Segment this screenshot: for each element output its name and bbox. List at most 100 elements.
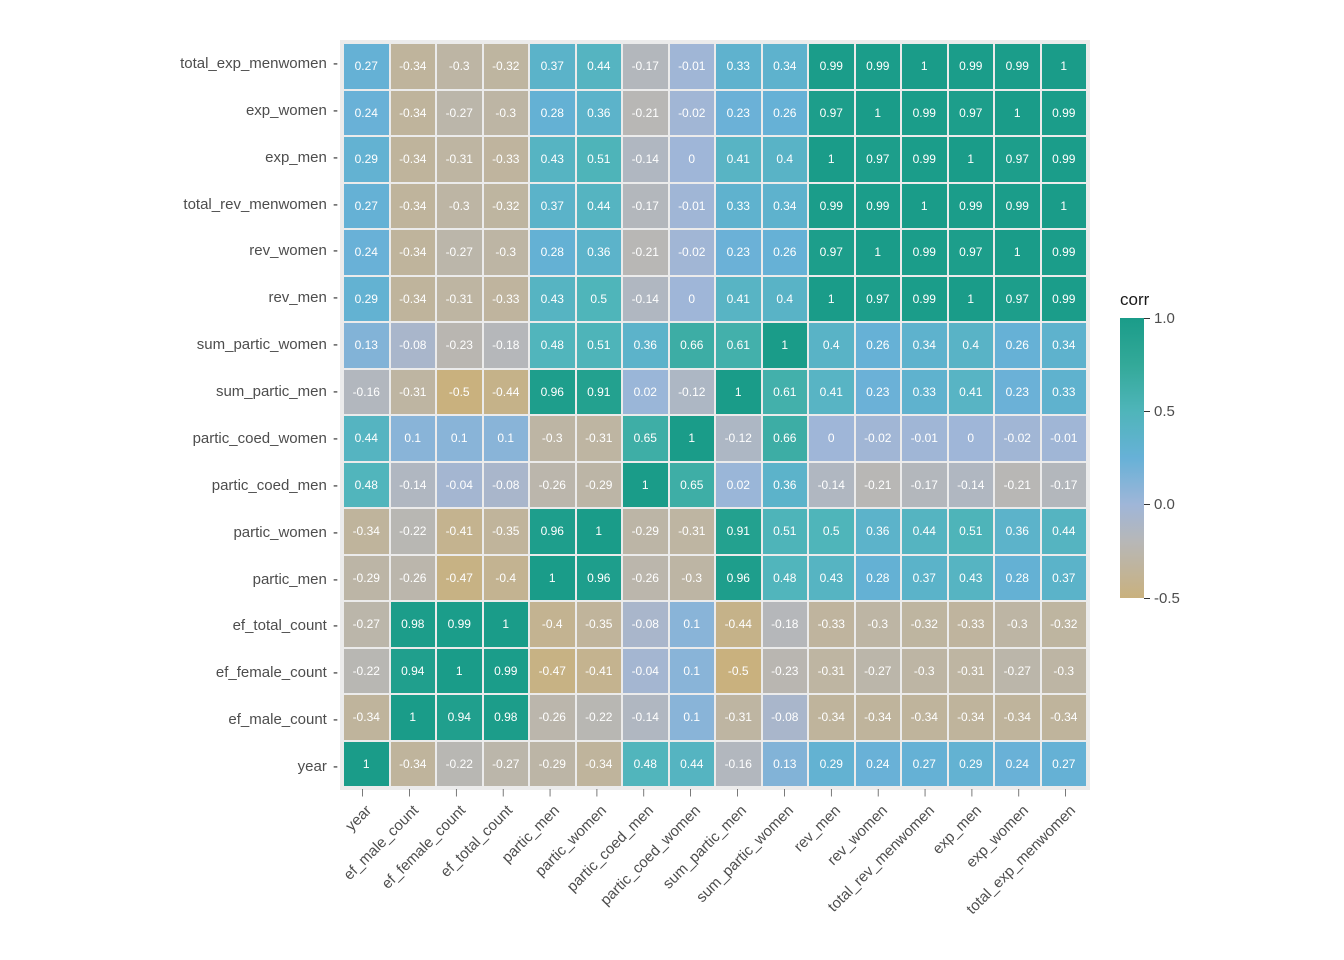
heatmap-panel: 0.27-0.34-0.3-0.320.370.44-0.17-0.010.33…	[340, 40, 1090, 790]
heatmap-cell: 0.41	[715, 136, 762, 183]
heatmap-cell: 0.28	[855, 555, 902, 602]
y-axis-label: partic_coed_women	[193, 431, 338, 446]
heatmap-cell: 0.99	[1041, 90, 1088, 137]
heatmap-cell: -0.21	[622, 90, 669, 137]
heatmap-cell: -0.01	[669, 183, 716, 230]
color-legend: corr 1.00.50.0-0.5	[1120, 290, 1204, 598]
heatmap-cell: -0.22	[576, 694, 623, 741]
heatmap-cell: -0.32	[483, 43, 530, 90]
y-axis-label: total_rev_menwomen	[183, 197, 338, 212]
heatmap-cell: 0.99	[994, 43, 1041, 90]
heatmap-cell: 1	[622, 462, 669, 509]
heatmap-cell: -0.34	[390, 136, 437, 183]
x-axis-tick: |	[502, 788, 504, 797]
x-axis-tick: |	[830, 788, 832, 797]
heatmap-cell: 0.4	[762, 276, 809, 323]
heatmap-cell: -0.21	[855, 462, 902, 509]
heatmap-cell: 0.41	[808, 369, 855, 416]
heatmap-cell: -0.32	[1041, 601, 1088, 648]
heatmap-cell: 1	[994, 90, 1041, 137]
heatmap-cell: -0.34	[901, 694, 948, 741]
heatmap-cell: -0.14	[390, 462, 437, 509]
heatmap-cell: -0.16	[343, 369, 390, 416]
heatmap-cell: -0.4	[483, 555, 530, 602]
heatmap-cell: 0.97	[855, 136, 902, 183]
y-axis-label: rev_women	[249, 243, 338, 258]
heatmap-cell: 1	[948, 276, 995, 323]
heatmap-cell: 0.37	[529, 183, 576, 230]
heatmap-cell: 0.28	[529, 229, 576, 276]
heatmap-cell: -0.01	[669, 43, 716, 90]
heatmap-cell: 0.98	[483, 694, 530, 741]
y-axis-label: exp_women	[246, 103, 338, 118]
heatmap-cell: -0.41	[576, 648, 623, 695]
heatmap-cell: 1	[855, 229, 902, 276]
heatmap-cell: -0.21	[622, 229, 669, 276]
y-axis-labels: total_exp_menwomenexp_womenexp_mentotal_…	[0, 40, 338, 790]
heatmap-cell: -0.21	[994, 462, 1041, 509]
heatmap-cell: -0.12	[669, 369, 716, 416]
heatmap-cell: -0.44	[483, 369, 530, 416]
heatmap-cell: -0.29	[576, 462, 623, 509]
heatmap-cell: -0.34	[343, 508, 390, 555]
heatmap-cell: -0.01	[901, 415, 948, 462]
heatmap-cell: -0.29	[622, 508, 669, 555]
heatmap-cell: -0.27	[483, 741, 530, 788]
legend-ticks: 1.00.50.0-0.5	[1144, 318, 1204, 598]
heatmap-cell: -0.34	[855, 694, 902, 741]
heatmap-cell: 0.99	[855, 183, 902, 230]
heatmap-cell: 0.26	[855, 322, 902, 369]
chart-container: total_exp_menwomenexp_womenexp_mentotal_…	[0, 0, 1344, 960]
heatmap-cell: -0.32	[483, 183, 530, 230]
heatmap-cell: 1	[901, 183, 948, 230]
y-axis-label: sum_partic_women	[197, 337, 338, 352]
heatmap-cell: 0.99	[808, 183, 855, 230]
heatmap-cell: -0.34	[390, 90, 437, 137]
heatmap-cell: -0.31	[436, 136, 483, 183]
heatmap-cell: -0.35	[576, 601, 623, 648]
heatmap-cell: 1	[948, 136, 995, 183]
heatmap-cell: -0.14	[808, 462, 855, 509]
heatmap-cell: 0.4	[762, 136, 809, 183]
heatmap-cell: 0.37	[1041, 555, 1088, 602]
heatmap-cell: 1	[901, 43, 948, 90]
x-axis-label: year	[343, 802, 376, 835]
heatmap-cell: -0.27	[855, 648, 902, 695]
heatmap-cell: 0.48	[529, 322, 576, 369]
heatmap-cell: -0.47	[436, 555, 483, 602]
heatmap-cell: -0.3	[1041, 648, 1088, 695]
x-axis-label: sum_partic_men	[660, 802, 750, 892]
heatmap-cell: -0.22	[436, 741, 483, 788]
heatmap-cell: -0.34	[576, 741, 623, 788]
heatmap-cell: 0.02	[622, 369, 669, 416]
heatmap-cell: -0.34	[390, 183, 437, 230]
heatmap-cell: 0.1	[669, 694, 716, 741]
heatmap-cell: 0.36	[576, 90, 623, 137]
heatmap-cell: -0.34	[1041, 694, 1088, 741]
y-axis-label: partic_coed_men	[212, 478, 338, 493]
x-axis-tick: |	[971, 788, 973, 797]
heatmap-cell: 0.41	[948, 369, 995, 416]
heatmap-cell: -0.27	[994, 648, 1041, 695]
heatmap-cell: -0.31	[669, 508, 716, 555]
heatmap-cell: 0.24	[855, 741, 902, 788]
heatmap-cell: 0.97	[994, 276, 1041, 323]
heatmap-cell: 0.28	[994, 555, 1041, 602]
x-axis-tick: |	[549, 788, 551, 797]
heatmap-cell: 0.36	[855, 508, 902, 555]
heatmap-cell: 0.24	[343, 229, 390, 276]
heatmap-cell: 0.97	[855, 276, 902, 323]
heatmap-cell: 0.98	[390, 601, 437, 648]
heatmap-cell: 1	[390, 694, 437, 741]
heatmap-cell: 0.24	[343, 90, 390, 137]
heatmap-cell: -0.29	[529, 741, 576, 788]
heatmap-cell: 0.1	[483, 415, 530, 462]
heatmap-cell: -0.5	[715, 648, 762, 695]
heatmap-cell: 0.99	[1041, 276, 1088, 323]
heatmap-cell: 0.23	[994, 369, 1041, 416]
heatmap-cell: 0.02	[715, 462, 762, 509]
legend-title: corr	[1120, 290, 1204, 310]
legend-tick-label: 1.0	[1154, 310, 1175, 327]
heatmap-cell: 0.91	[715, 508, 762, 555]
heatmap-cell: 1	[436, 648, 483, 695]
